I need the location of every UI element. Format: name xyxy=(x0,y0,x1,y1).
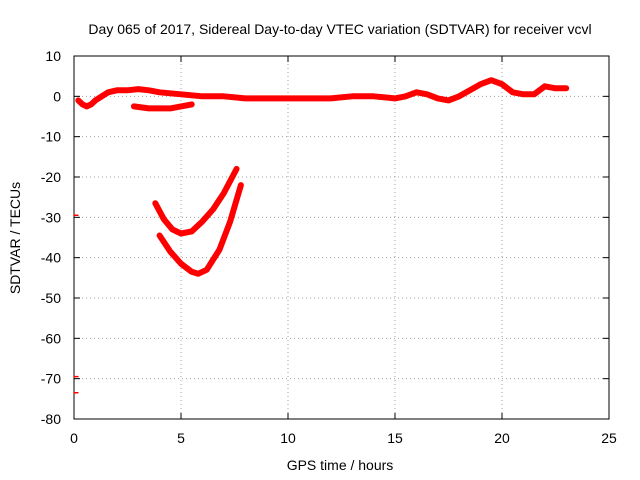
series-short-arc xyxy=(130,101,195,112)
x-tick-label: 0 xyxy=(70,430,78,446)
y-tick-label: 10 xyxy=(45,48,61,64)
x-tick-label: 10 xyxy=(280,430,296,446)
grid xyxy=(74,56,609,419)
y-tick-label: -30 xyxy=(41,209,61,225)
x-tick-label: 20 xyxy=(494,430,510,446)
y-tick-label: 0 xyxy=(53,88,61,104)
y-tick-label: -50 xyxy=(41,290,61,306)
y-tick-label: -10 xyxy=(41,129,61,145)
y-tick-label: -80 xyxy=(41,411,61,427)
x-tick-label: 25 xyxy=(601,430,617,446)
y-tick-label: -60 xyxy=(41,330,61,346)
y-axis-label: SDTVAR / TECUs xyxy=(7,182,23,294)
y-tick-label: -40 xyxy=(41,250,61,266)
axis-ticks xyxy=(73,55,610,420)
data-series xyxy=(73,77,570,394)
x-axis-label: GPS time / hours xyxy=(287,457,394,473)
y-tick-label: -70 xyxy=(41,371,61,387)
x-tick-label: 5 xyxy=(177,430,185,446)
y-axis-tick-labels: 10 0 -10 -20 -30 -40 -50 -60 -70 -80 xyxy=(41,48,61,427)
y-tick-label: -20 xyxy=(41,169,61,185)
x-tick-label: 15 xyxy=(387,430,403,446)
series-main-arc xyxy=(75,77,570,110)
x-axis-tick-labels: 0 5 10 15 20 25 xyxy=(70,430,617,446)
series-upper-dip-arc xyxy=(152,165,240,237)
chart-title: Day 065 of 2017, Sidereal Day-to-day VTE… xyxy=(88,21,591,37)
plot-frame xyxy=(73,55,610,420)
series-lower-dip-arc xyxy=(156,182,244,277)
